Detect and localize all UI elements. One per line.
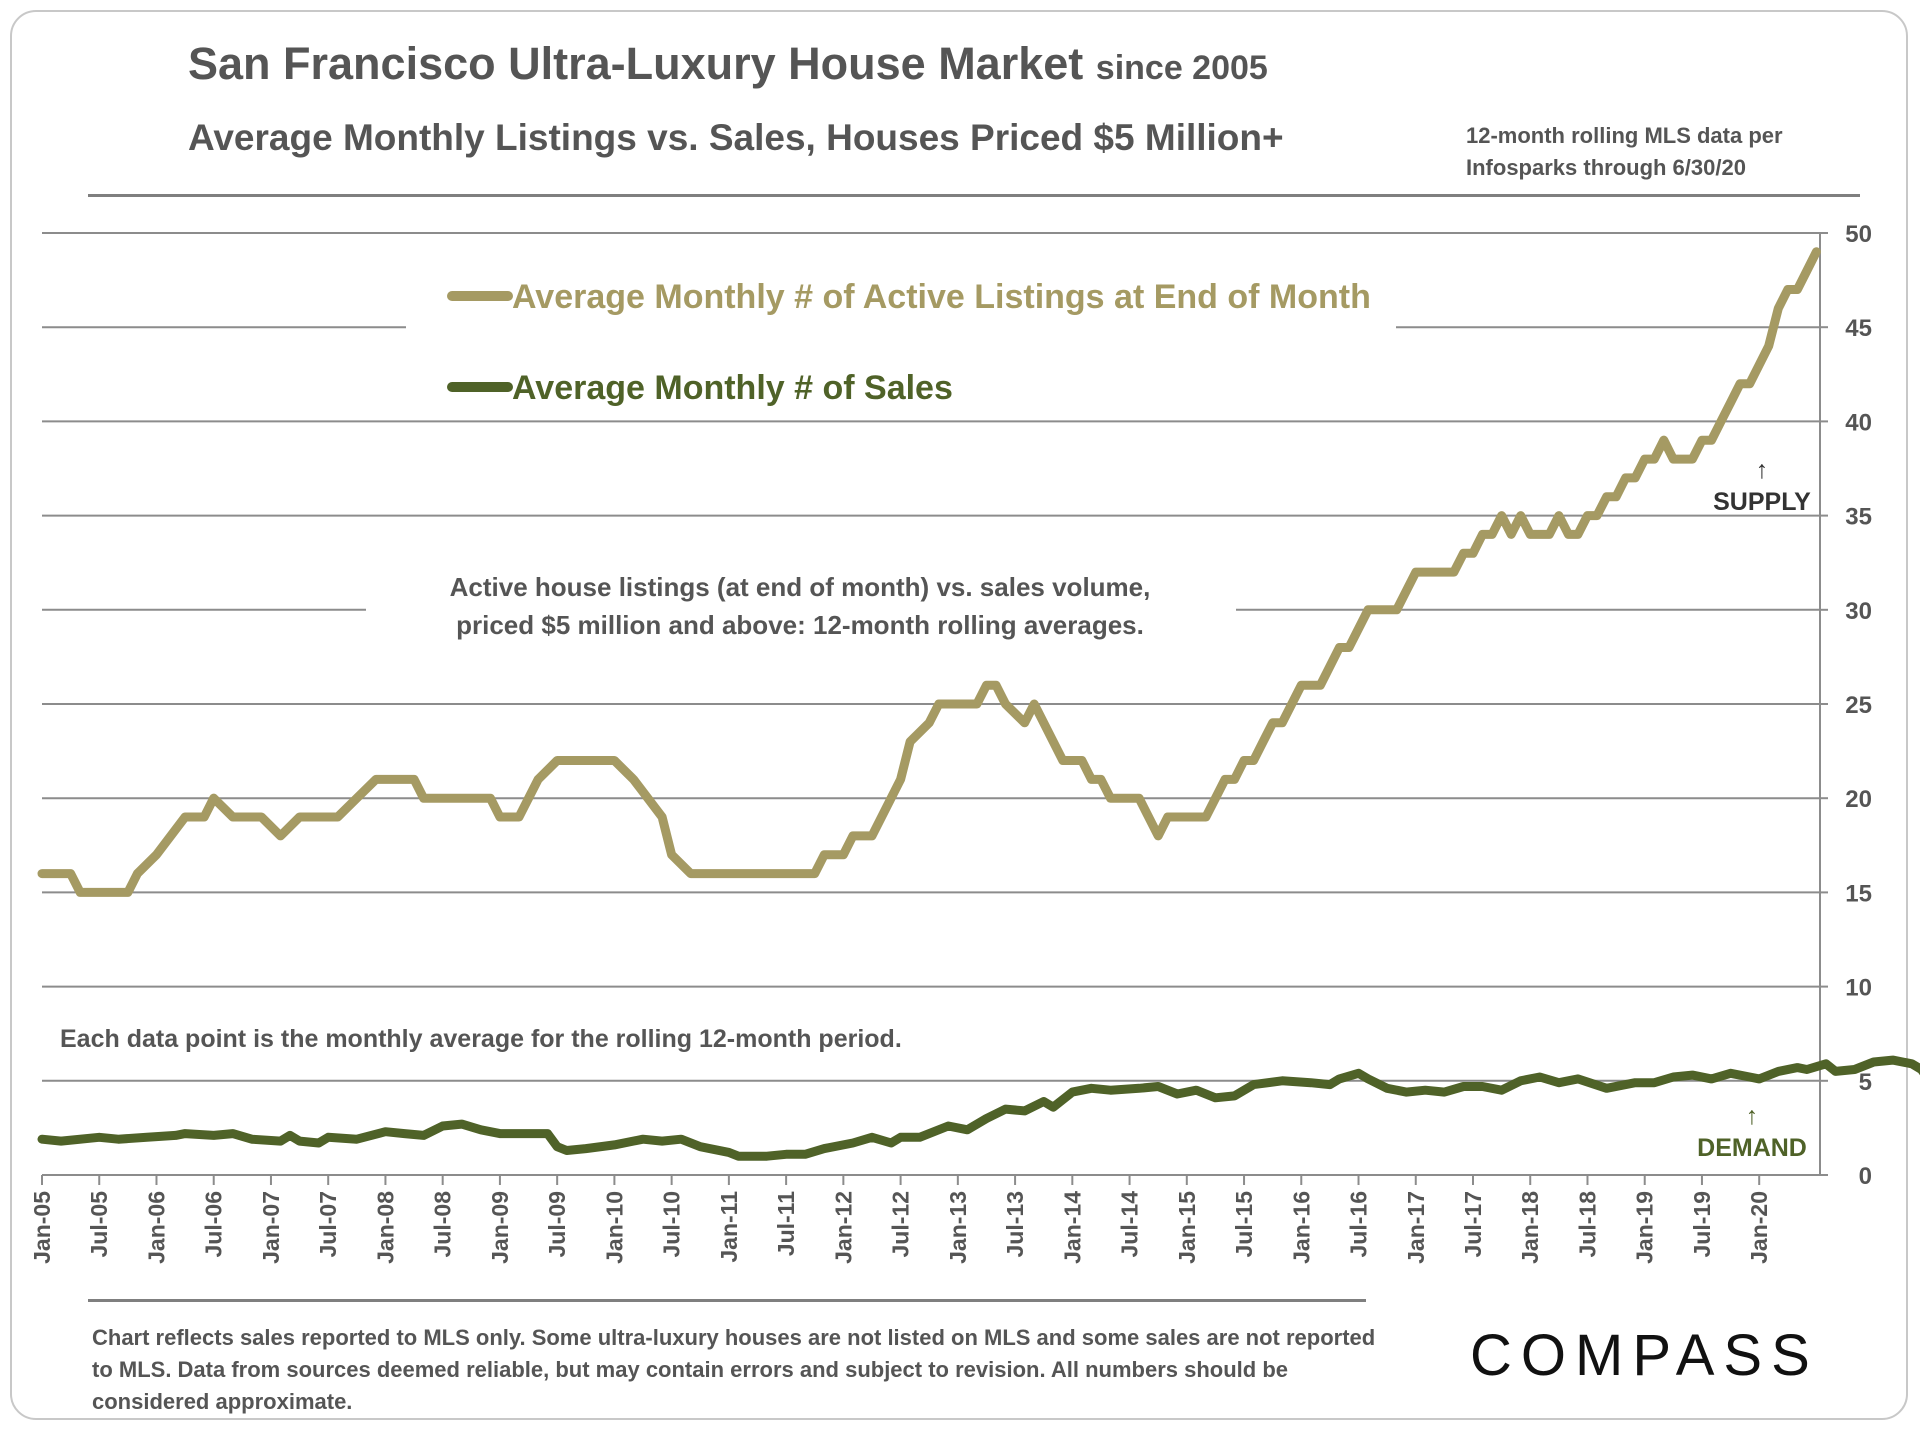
source-note: 12-month rolling MLS data per Infosparks…: [1466, 120, 1846, 184]
x-tick-label: Jan-13: [945, 1191, 971, 1264]
x-tick-label: Jul-05: [86, 1191, 112, 1258]
x-tick-label: Jul-09: [544, 1191, 570, 1257]
x-tick-label: Jul-12: [888, 1191, 914, 1257]
chart-title: San Francisco Ultra-Luxury House Market …: [188, 38, 1268, 90]
chart-title-suffix: since 2005: [1095, 49, 1268, 87]
supply-label: SUPPLY: [1713, 488, 1811, 516]
x-tick-label: Jan-16: [1288, 1191, 1314, 1264]
y-tick-label: 50: [1845, 221, 1872, 248]
y-tick-label: 25: [1845, 692, 1872, 719]
y-tick-label: 15: [1845, 880, 1872, 907]
chart-frame: [10, 10, 1908, 1420]
legend-label-listings: Average Monthly # of Active Listings at …: [512, 278, 1371, 316]
x-tick-label: Jan-14: [1059, 1191, 1085, 1264]
legend-background: [406, 268, 1396, 418]
x-tick-label: Jul-13: [1002, 1191, 1028, 1257]
source-note-line-1: 12-month rolling MLS data per: [1466, 123, 1783, 148]
header-divider: [88, 194, 1860, 197]
x-tick-label: Jan-19: [1632, 1191, 1658, 1264]
x-tick-label: Jul-11: [773, 1191, 799, 1256]
x-tick-label: Jul-16: [1346, 1191, 1372, 1257]
x-tick-label: Jul-14: [1117, 1191, 1143, 1258]
x-tick-label: Jul-17: [1460, 1191, 1486, 1257]
y-tick-label: 20: [1845, 786, 1872, 813]
series-lines: [37, 247, 1920, 1161]
footer-divider: [88, 1299, 1366, 1302]
source-note-line-2: Infosparks through 6/30/20: [1466, 155, 1746, 180]
center-note-background: [366, 562, 1236, 652]
y-tick-label: 10: [1845, 975, 1872, 1002]
y-tick-label: 30: [1845, 598, 1872, 625]
x-tick-label: Jan-10: [601, 1191, 627, 1264]
x-tick-label: Jul-18: [1574, 1191, 1600, 1258]
x-tick-label: Jan-20: [1746, 1191, 1772, 1264]
compass-logo: COMPASS: [1470, 1323, 1819, 1388]
legend-label-sales: Average Monthly # of Sales: [512, 369, 953, 407]
demand-arrow-icon: ↑: [1746, 1102, 1759, 1130]
supply-arrow-icon: ↑: [1756, 456, 1769, 484]
x-tick-label: Jan-18: [1517, 1191, 1543, 1264]
series-line-listings: [37, 247, 1821, 897]
y-tick-label: 0: [1859, 1163, 1872, 1190]
x-tick-label: Jan-17: [1403, 1191, 1429, 1264]
x-tick-label: Jul-08: [430, 1191, 456, 1258]
footnote: Chart reflects sales reported to MLS onl…: [92, 1325, 1376, 1414]
data-point-note: Each data point is the monthly average f…: [60, 1025, 902, 1053]
x-tick-label: Jan-15: [1174, 1191, 1200, 1264]
y-tick-label: 40: [1845, 409, 1872, 436]
x-tick-label: Jul-19: [1689, 1191, 1715, 1257]
x-tick-label: Jan-11: [716, 1191, 742, 1263]
series-line-sales: [37, 1055, 1920, 1161]
x-tick-label: Jan-05: [29, 1191, 55, 1264]
y-axis: 0 5 10 15 20 25 30 35 40 45 50: [1819, 221, 1872, 1190]
x-tick-label: Jan-06: [143, 1191, 169, 1264]
y-tick-label: 5: [1859, 1069, 1872, 1096]
x-tick-label: Jul-07: [315, 1191, 341, 1257]
chart-title-main: San Francisco Ultra-Luxury House Market: [188, 38, 1084, 89]
center-note-line-1: Active house listings (at end of month) …: [450, 572, 1151, 602]
x-tick-label: Jul-15: [1231, 1191, 1257, 1258]
x-tick-label: Jan-12: [830, 1191, 856, 1264]
demand-label: DEMAND: [1697, 1134, 1807, 1162]
chart-subtitle: Average Monthly Listings vs. Sales, Hous…: [188, 117, 1284, 158]
center-note-line-2: priced $5 million and above: 12-month ro…: [456, 610, 1144, 640]
y-tick-label: 35: [1845, 504, 1872, 531]
x-tick-label: Jul-10: [659, 1191, 685, 1257]
y-tick-label: 45: [1845, 315, 1872, 342]
x-tick-label: Jan-07: [258, 1191, 284, 1264]
x-tick-label: Jan-08: [372, 1191, 398, 1264]
x-tick-label: Jul-06: [201, 1191, 227, 1257]
x-axis: Jan-05 Jul-05 Jan-06 Jul-06 Jan-07 Jul-07 Jan-…: [29, 1174, 1820, 1264]
x-tick-label: Jan-09: [487, 1191, 513, 1264]
